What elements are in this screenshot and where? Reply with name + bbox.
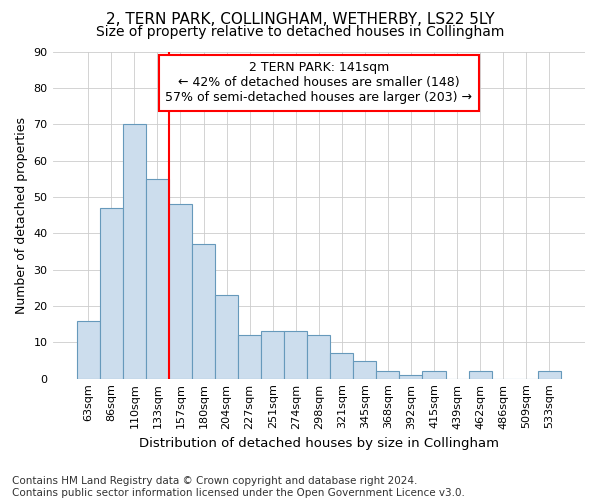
Bar <box>538 372 561 378</box>
Bar <box>469 372 491 378</box>
Bar <box>123 124 146 378</box>
Bar <box>284 332 307 378</box>
X-axis label: Distribution of detached houses by size in Collingham: Distribution of detached houses by size … <box>139 437 499 450</box>
Bar <box>238 335 261 378</box>
Bar <box>307 335 330 378</box>
Text: 2 TERN PARK: 141sqm
← 42% of detached houses are smaller (148)
57% of semi-detac: 2 TERN PARK: 141sqm ← 42% of detached ho… <box>165 62 472 104</box>
Bar <box>146 178 169 378</box>
Bar <box>192 244 215 378</box>
Bar <box>169 204 192 378</box>
Text: Size of property relative to detached houses in Collingham: Size of property relative to detached ho… <box>96 25 504 39</box>
Bar <box>77 320 100 378</box>
Bar <box>100 208 123 378</box>
Bar <box>261 332 284 378</box>
Bar <box>422 372 446 378</box>
Bar <box>330 353 353 378</box>
Bar <box>353 360 376 378</box>
Text: 2, TERN PARK, COLLINGHAM, WETHERBY, LS22 5LY: 2, TERN PARK, COLLINGHAM, WETHERBY, LS22… <box>106 12 494 28</box>
Bar <box>215 295 238 378</box>
Y-axis label: Number of detached properties: Number of detached properties <box>15 116 28 314</box>
Bar <box>376 372 400 378</box>
Text: Contains HM Land Registry data © Crown copyright and database right 2024.
Contai: Contains HM Land Registry data © Crown c… <box>12 476 465 498</box>
Bar <box>400 375 422 378</box>
